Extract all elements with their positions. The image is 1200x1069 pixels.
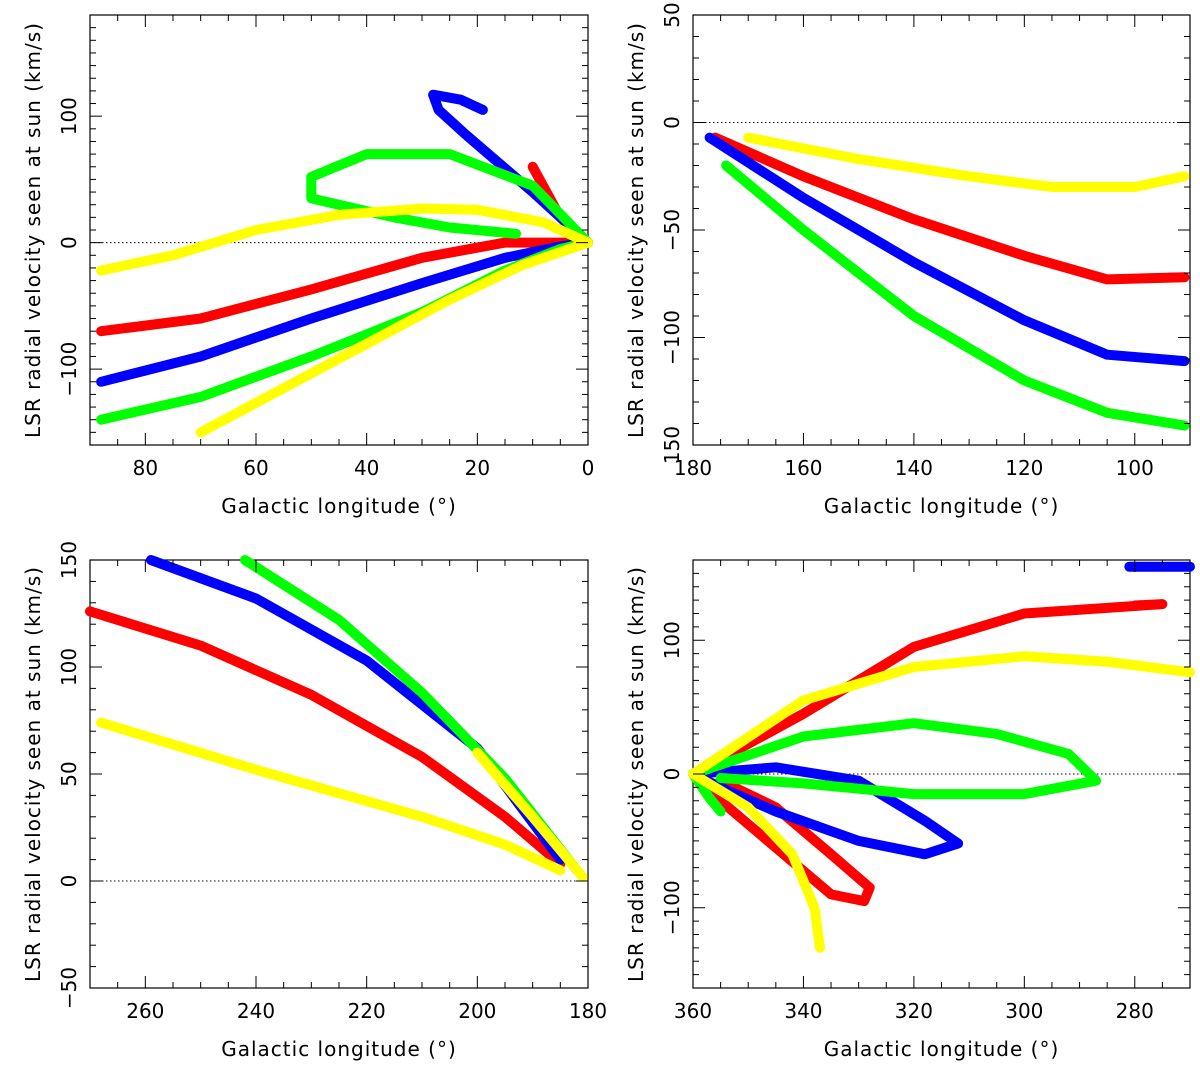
panel-1-series-yellow-3 [96,203,593,438]
panel-3-y-tick-label: 50 [57,761,81,786]
panel-4-x-tick-label: 280 [1116,999,1154,1023]
panel-1-x-tick-label: 20 [465,456,490,480]
panel-4-x-tick-label: 340 [784,999,822,1023]
panel-4-y-tick-label: 0 [660,768,684,781]
panel-2-x-tick-label: 140 [895,456,933,480]
panel-1-y-tick-label: 0 [57,236,81,249]
panel-1-x-tick-label: 60 [243,456,268,480]
panel-2-y-tick-label: 50 [660,2,684,27]
panel-2-series-red-0 [710,132,1190,285]
panel-2-x-tick-label: 160 [784,456,822,480]
panel-1-y-axis-title: LSR radial velocity seen at sun (km/s) [21,22,45,438]
panel-4-series-blue-3 [688,762,964,860]
panel-2-series-yellow-3 [743,132,1190,192]
panel-3-series-yellow-4 [472,747,588,882]
chart-panel-3: 260 240 220 200 180 −50 0 50 100 150 Galactic long… [21,541,607,1061]
chart-panel-2: 180 160 140 120 100 150 −100 −50 0 50 Galactic lon… [624,2,1191,518]
panel-1-x-axis-title: Galactic longitude (°) [221,494,457,518]
panel-3-series-yellow-3 [96,717,566,876]
panel-4-series-yellow-6 [688,651,1195,779]
chart-panel-4: 360 340 320 300 280 −100 0 100 Galactic longitud… [624,559,1195,1061]
panel-3-series-red-0 [85,606,566,869]
panel-3-y-axis-title: LSR radial velocity seen at sun (km/s) [21,566,45,982]
panel-4-y-tick-label: −100 [660,880,684,935]
panel-4-y-tick-label: 100 [660,621,684,659]
panel-3-y-tick-label: 0 [57,875,81,888]
panel-2-y-tick-label: 150 [660,426,684,464]
panel-1-series-green-2 [96,149,593,425]
panel-3-x-tick-label: 240 [237,999,275,1023]
panel-3-x-tick-label: 220 [348,999,386,1023]
panel-2-y-axis-title: LSR radial velocity seen at sun (km/s) [624,22,648,438]
panel-1-x-tick-label: 80 [133,456,158,480]
panel-4-series-red-0 [688,599,1168,779]
panel-3-y-tick-label: 150 [57,541,81,579]
panel-3-x-axis-title: Galactic longitude (°) [221,1037,457,1061]
panel-4-x-tick-label: 360 [674,999,712,1023]
panel-4-x-tick-label: 320 [895,999,933,1023]
panel-3-x-tick-label: 200 [458,999,496,1023]
panel-3-x-tick-label: 180 [569,999,607,1023]
panel-3-x-tick-label: 260 [126,999,164,1023]
panel-4-x-axis-title: Galactic longitude (°) [824,1037,1060,1061]
panel-1-y-tick-label: 100 [57,97,81,135]
panel-2-x-axis-title: Galactic longitude (°) [824,494,1060,518]
panel-2-x-tick-label: 180 [674,456,712,480]
panel-2-y-tick-label: −100 [660,310,684,365]
panel-2-y-tick-label: 0 [660,116,684,129]
panel-4-series-yellow-7 [688,769,825,953]
panel-1-x-tick-label: 40 [354,456,379,480]
panel-2-series-blue-1 [704,132,1190,367]
panel-2-x-tick-label: 100 [1116,456,1154,480]
panel-2-x-tick-label: 120 [1005,456,1043,480]
panel-3-series-green-2 [239,555,582,876]
panel-1-x-tick-label: 0 [582,456,595,480]
chart-panel-1: 80 60 40 20 0 −100 0 100 Galactic longitude (°) L… [21,14,595,518]
panel-4-y-axis-title: LSR radial velocity seen at sun (km/s) [624,566,648,982]
panel-4-series-green-4 [688,718,1102,800]
panel-2-series-green-2 [721,160,1190,431]
panel-3-y-tick-label: 100 [57,648,81,686]
panel-1-y-tick-label: −100 [57,342,81,397]
panel-3-y-tick-label: −50 [57,967,81,1009]
panel-4-x-tick-label: 300 [1005,999,1043,1023]
panel-2-y-tick-label: −50 [660,209,684,251]
